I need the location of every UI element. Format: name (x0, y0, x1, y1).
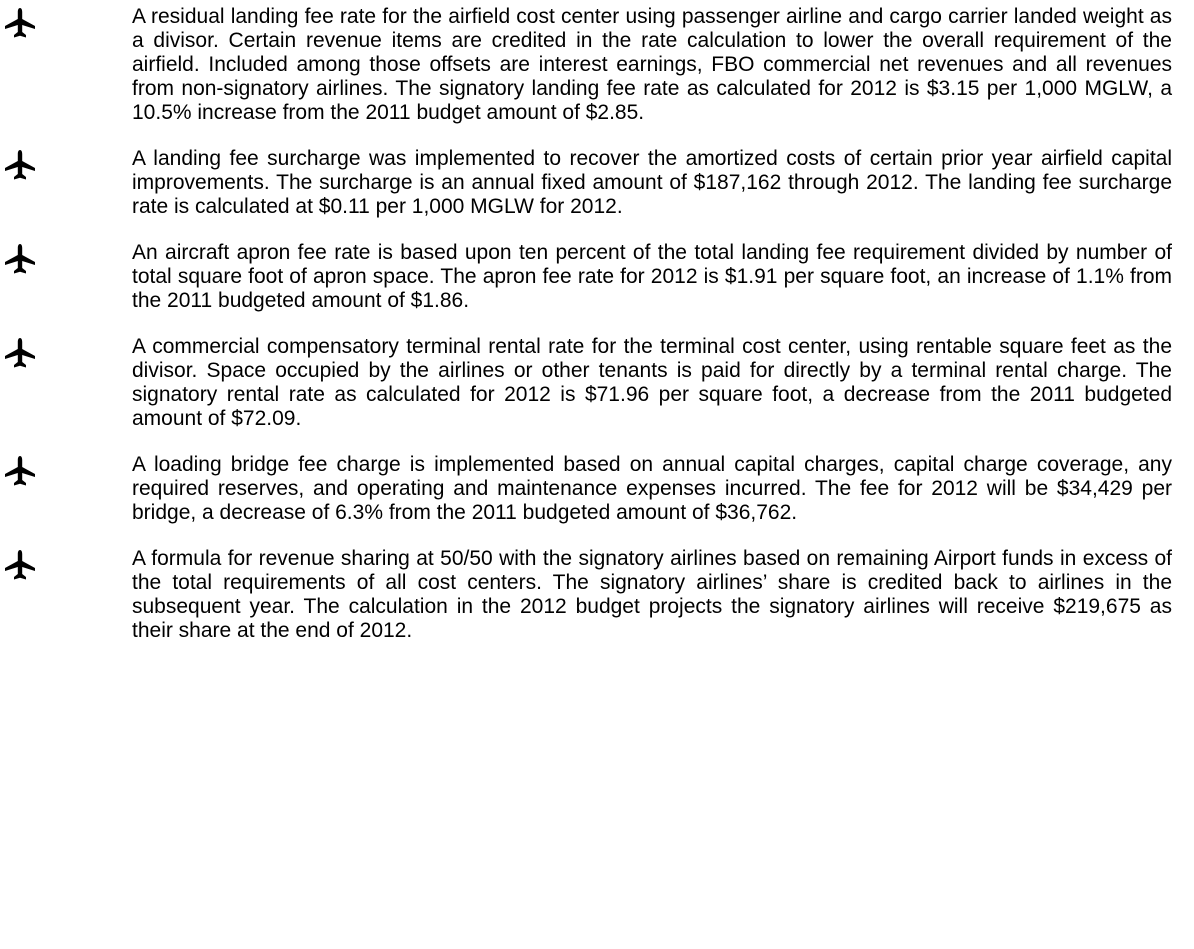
airplane-shape (5, 550, 35, 580)
document: A residual landing fee rate for the airf… (0, 5, 1194, 643)
airplane-icon (5, 456, 35, 486)
airplane-icon (5, 150, 35, 180)
airplane-shape (5, 244, 35, 274)
bullet-text: A landing fee surcharge was implemented … (132, 147, 1172, 218)
airplane-icon (5, 338, 35, 368)
bullet-text: A residual landing fee rate for the airf… (132, 5, 1172, 124)
bullet-item: A residual landing fee rate for the airf… (0, 5, 1194, 125)
bullet-item: A landing fee surcharge was implemented … (0, 147, 1194, 219)
bullet-text: A formula for revenue sharing at 50/50 w… (132, 547, 1172, 642)
bullet-item: An aircraft apron fee rate is based upon… (0, 241, 1194, 313)
bullet-text: A loading bridge fee charge is implement… (132, 453, 1172, 524)
airplane-shape (5, 150, 35, 180)
bullet-item: A commercial compensatory terminal renta… (0, 335, 1194, 431)
airplane-icon (5, 244, 35, 274)
bullet-text: An aircraft apron fee rate is based upon… (132, 241, 1172, 312)
bullet-item: A loading bridge fee charge is implement… (0, 453, 1194, 525)
airplane-icon (5, 8, 35, 38)
bullet-text: A commercial compensatory terminal renta… (132, 335, 1172, 430)
bullet-item: A formula for revenue sharing at 50/50 w… (0, 547, 1194, 643)
airplane-shape (5, 338, 35, 368)
airplane-shape (5, 8, 35, 38)
airplane-icon (5, 550, 35, 580)
airplane-shape (5, 456, 35, 486)
